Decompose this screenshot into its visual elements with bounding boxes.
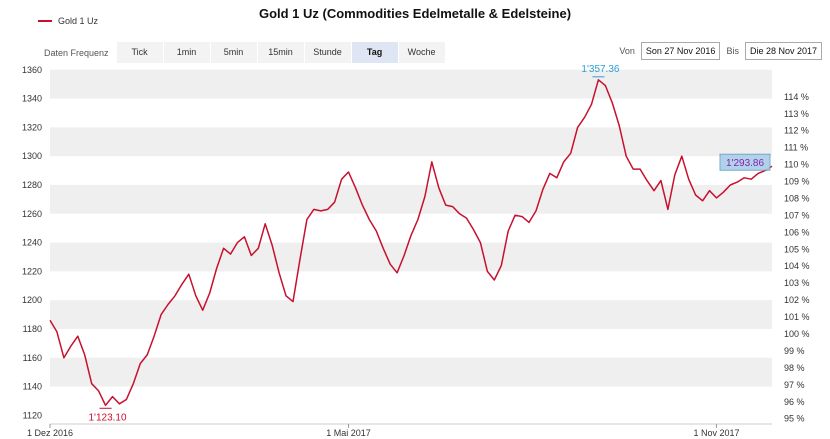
y-right-tick-label: 113 % [784, 109, 809, 119]
y-tick-label: 1260 [22, 209, 42, 219]
chart-title: Gold 1 Uz (Commodities Edelmetalle & Ede… [258, 6, 572, 21]
y-right-tick-label: 108 % [784, 193, 810, 203]
y-tick-label: 1140 [23, 382, 42, 392]
x-tick-label: 1 Nov 2017 [693, 428, 739, 438]
freq-button-stunde[interactable]: Stunde [304, 42, 351, 63]
y-right-tick-label: 97 % [784, 380, 805, 390]
frequency-toolbar: Daten Frequenz Tick 1min 5min 15min Stun… [44, 42, 446, 63]
legend[interactable]: Gold 1 Uz [38, 16, 98, 26]
freq-button-15min[interactable]: 15min [257, 42, 304, 63]
to-date-input[interactable]: Die 28 Nov 2017 [744, 42, 822, 60]
y-tick-label: 1200 [22, 295, 42, 305]
y-tick-label: 1160 [23, 353, 42, 363]
y-right-tick-label: 109 % [784, 177, 810, 187]
y-tick-label: 1320 [22, 122, 42, 132]
x-tick-label: 1 Mai 2017 [326, 428, 371, 438]
grid-band [50, 127, 772, 157]
grid-band [50, 357, 772, 387]
max-annotation: 1'357.36 [581, 64, 619, 75]
y-tick-label: 1340 [22, 94, 42, 104]
y-tick-label: 1300 [22, 151, 42, 161]
y-right-tick-label: 101 % [784, 312, 810, 322]
y-right-tick-label: 106 % [784, 227, 810, 237]
min-annotation: 1'123.10 [89, 412, 127, 423]
y-right-tick-label: 111 % [784, 143, 808, 153]
freq-button-5min[interactable]: 5min [210, 42, 257, 63]
from-label: Von [619, 46, 635, 56]
grid-band [50, 300, 772, 329]
grid-band [50, 242, 772, 272]
y-tick-label: 1180 [23, 324, 42, 334]
frequency-label: Daten Frequenz [44, 47, 109, 58]
y-right-tick-label: 102 % [784, 295, 810, 305]
y-right-tick-label: 105 % [784, 244, 810, 254]
y-right-tick-label: 96 % [784, 397, 805, 407]
y-right-tick-label: 110 % [784, 160, 809, 170]
y-tick-label: 1360 [22, 65, 42, 75]
freq-button-tag[interactable]: Tag [351, 42, 398, 63]
freq-button-tick[interactable]: Tick [116, 42, 163, 63]
y-right-tick-label: 112 % [784, 126, 809, 136]
y-right-tick-label: 114 % [784, 92, 809, 102]
y-tick-label: 1280 [22, 180, 42, 190]
y-tick-label: 1220 [22, 266, 42, 276]
y-right-tick-label: 99 % [784, 346, 805, 356]
freq-button-woche[interactable]: Woche [398, 42, 445, 63]
y-tick-label: 1240 [22, 238, 42, 248]
to-label: Bis [726, 46, 739, 56]
series-line-gold [49, 79, 773, 407]
y-right-tick-label: 100 % [784, 329, 810, 339]
grid-band [50, 69, 772, 99]
y-right-tick-label: 104 % [784, 261, 810, 271]
x-tick-label: 1 Dez 2016 [27, 428, 73, 438]
y-right-tick-label: 95 % [784, 414, 805, 424]
legend-label: Gold 1 Uz [58, 16, 99, 26]
last-value-annotation: 1'293.86 [726, 158, 764, 169]
y-tick-label: 1120 [23, 410, 42, 420]
last-value-box [719, 153, 771, 171]
freq-button-1min[interactable]: 1min [163, 42, 210, 63]
legend-swatch [38, 20, 52, 22]
y-right-tick-label: 103 % [784, 278, 810, 288]
y-right-tick-label: 107 % [784, 210, 810, 220]
y-right-tick-label: 98 % [784, 363, 805, 373]
date-range: Von Son 27 Nov 2016 Bis Die 28 Nov 2017 [613, 42, 822, 60]
grid-band [50, 184, 772, 214]
from-date-input[interactable]: Son 27 Nov 2016 [640, 42, 721, 60]
